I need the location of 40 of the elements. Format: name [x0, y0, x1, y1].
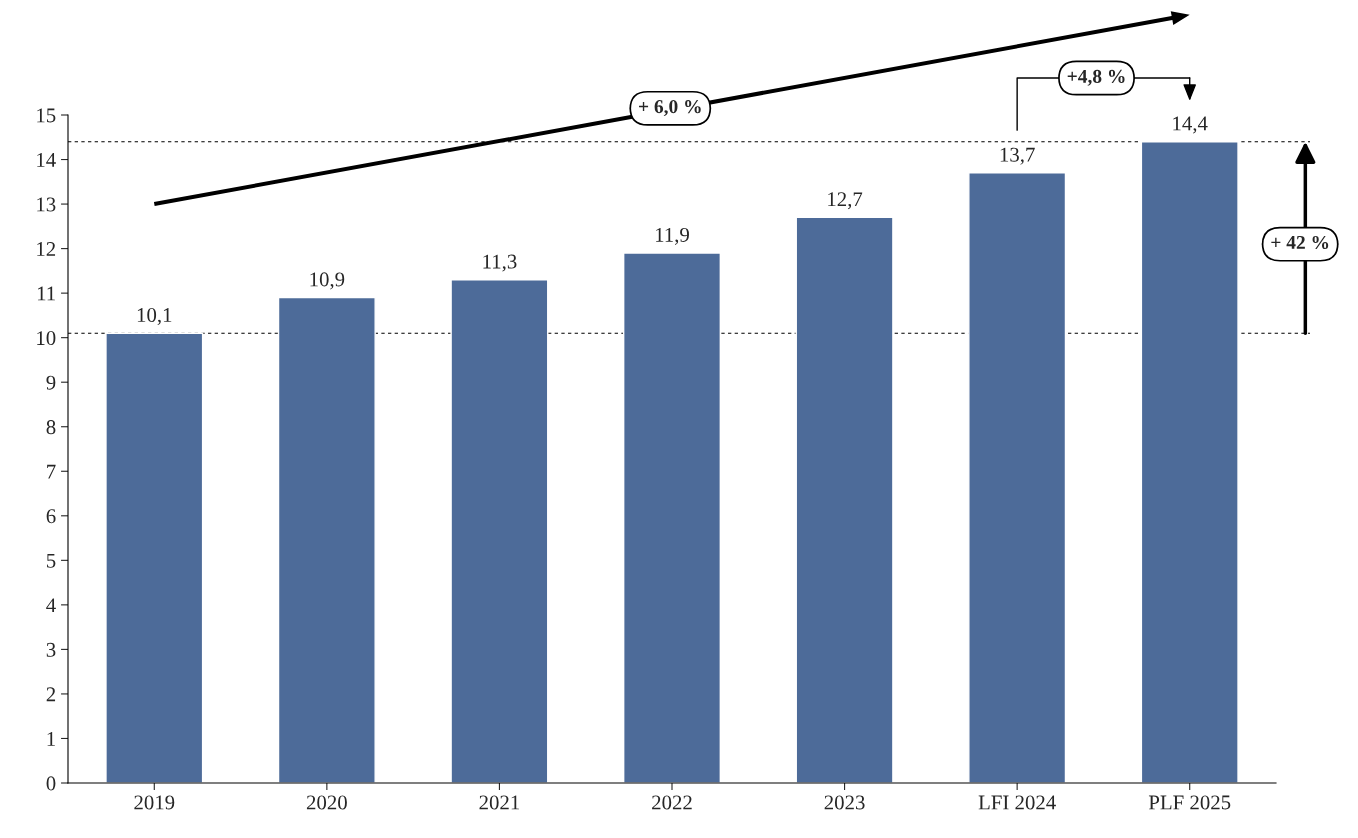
y-tick-label: 1: [47, 731, 55, 746]
y-tick-label: 9: [46, 375, 56, 390]
x-tick-label: LFI 2024: [978, 795, 1056, 810]
y-tick-label: 2: [46, 687, 56, 702]
annotation: + 42 %: [1271, 235, 1329, 250]
y-tick-label: 13: [37, 197, 56, 212]
data-label: 14,4: [1173, 116, 1208, 134]
y-tick-label: 4: [46, 598, 56, 613]
x-tick-label: 2022: [652, 795, 692, 810]
text: +4,8 %: [1067, 69, 1125, 86]
data-label: 12,7: [828, 192, 863, 210]
y-tick-label: 8: [46, 420, 56, 435]
y-tick-label: 14: [37, 153, 56, 167]
data-label: 11,3: [483, 254, 517, 272]
annotation: + 6,0 %: [639, 100, 701, 117]
x-tick-label: 2019: [134, 795, 175, 810]
y-tick-label: 5: [46, 553, 56, 568]
x-tick-label: 2021: [479, 795, 520, 810]
data-label: 10,1: [137, 307, 172, 326]
y-tick-label: 10: [37, 331, 56, 346]
x-tick-label: PLF 2025: [1148, 795, 1231, 810]
bar: [968, 172, 1067, 783]
data-label: 11,9: [655, 227, 689, 245]
x-tick-label: 2020: [306, 795, 347, 810]
data-label: 10,9: [310, 272, 345, 290]
y-tick-label: 7: [47, 464, 56, 479]
bar: [1140, 141, 1239, 783]
y-tick-label: 15: [37, 108, 56, 123]
y-tick-label: 12: [37, 242, 56, 256]
x-tick-label: 2023: [824, 795, 865, 810]
bar: [795, 216, 894, 783]
y-tick-label: 6: [46, 509, 56, 524]
bar: [277, 296, 376, 783]
bar: [105, 332, 204, 783]
bar: [622, 252, 722, 783]
y-tick-label: 0: [46, 776, 56, 791]
y-tick-label: 11: [37, 286, 55, 301]
bar: [450, 279, 549, 783]
y-tick-label: 3: [46, 642, 56, 657]
data-label: 13,7: [1000, 147, 1035, 165]
